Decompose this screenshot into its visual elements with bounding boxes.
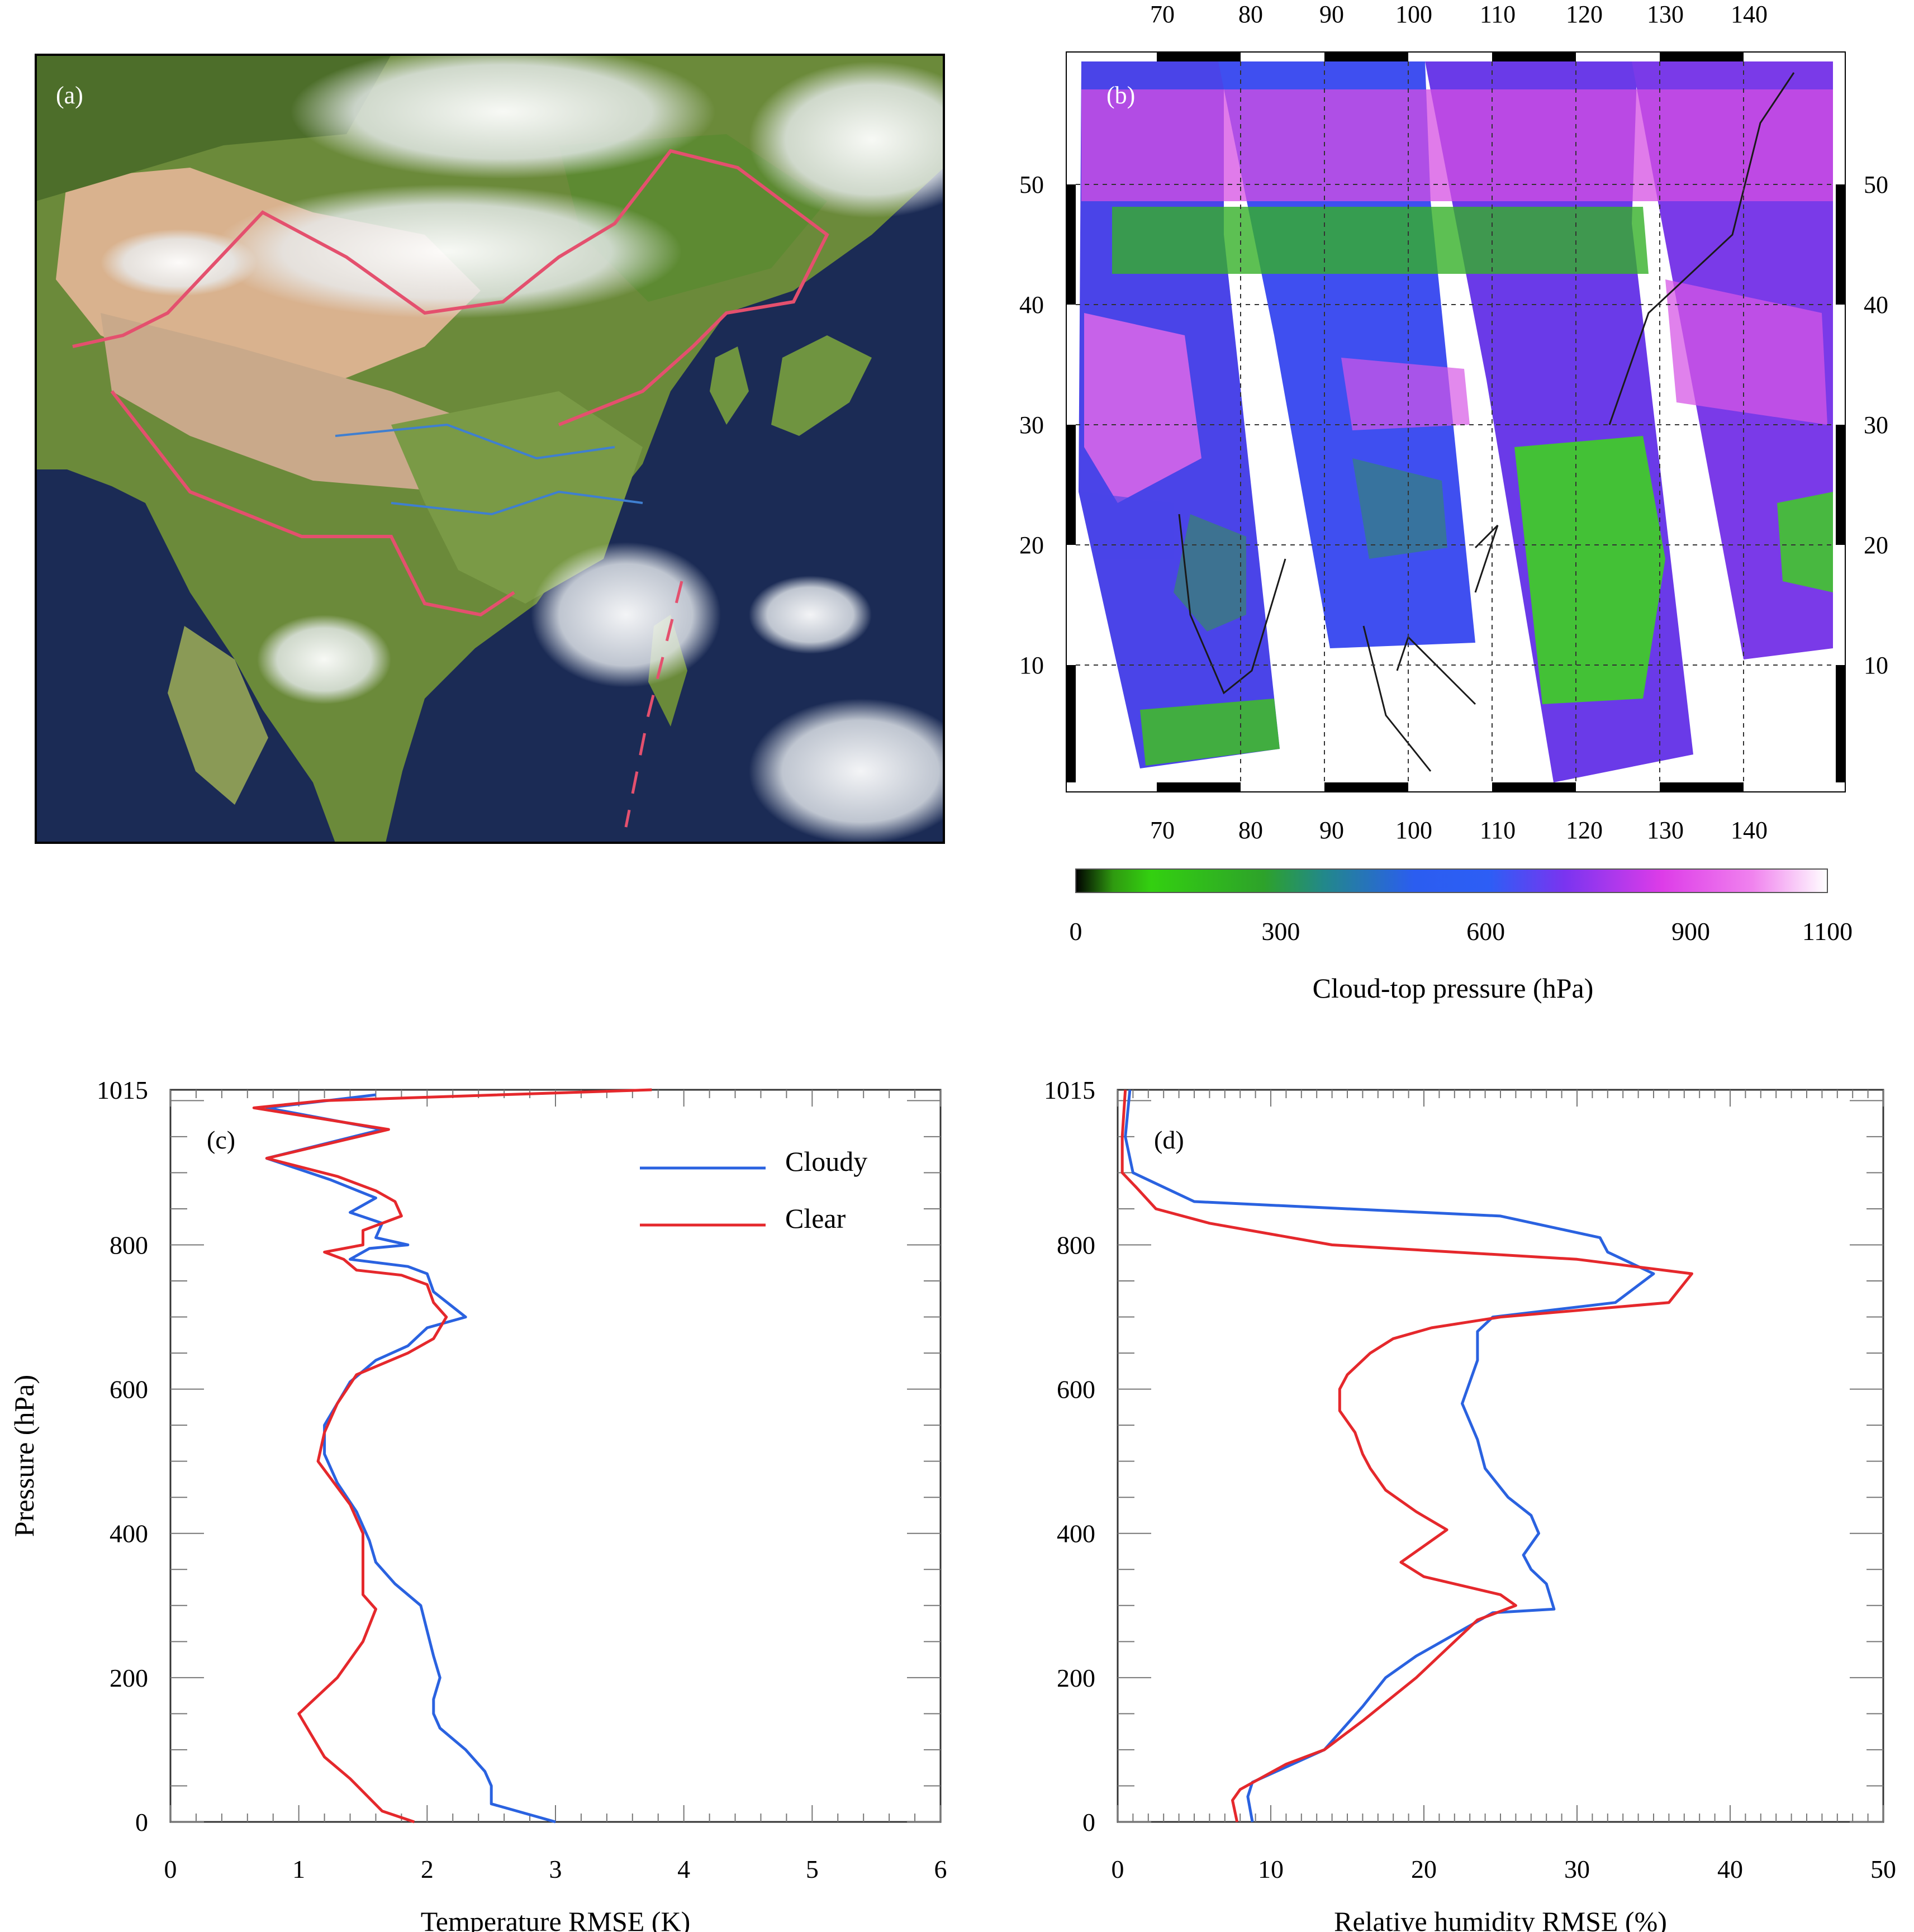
- colorbar-tick-label: 0: [1070, 917, 1082, 946]
- y-tick-label: 0: [1082, 1808, 1095, 1836]
- lon-tick-top: 110: [1480, 1, 1516, 28]
- x-axis-label: Relative humidity RMSE (%): [1334, 1906, 1667, 1932]
- y-tick-label: 0: [135, 1808, 148, 1836]
- panel-label: (d): [1154, 1126, 1184, 1154]
- lon-tick-top: 140: [1731, 1, 1768, 28]
- x-tick-label: 30: [1564, 1855, 1590, 1883]
- colorbar-ticks: 0 300 600 900 1100: [1070, 917, 1853, 946]
- y-tick-label: 800: [110, 1231, 148, 1259]
- x-tick-label: 1: [292, 1855, 305, 1883]
- legend-label: Cloudy: [785, 1146, 867, 1177]
- lon-tick-bottom: 70: [1150, 817, 1175, 844]
- lon-tick-top: 80: [1238, 1, 1263, 28]
- lon-tick-top: 100: [1395, 1, 1432, 28]
- lat-tick-left: 10: [1019, 652, 1044, 679]
- lat-tick-left: 20: [1019, 531, 1044, 559]
- panel-b-frame-bars: [1066, 52, 1845, 792]
- lon-tick-top: 130: [1647, 1, 1684, 28]
- lat-tick-right: 40: [1864, 291, 1888, 319]
- lon-ticks-bottom: 70 80 90 100 110 120 130 140: [1150, 817, 1768, 844]
- x-tick-label: 40: [1717, 1855, 1743, 1883]
- lon-tick-bottom: 90: [1319, 817, 1344, 844]
- lat-tick-left: 30: [1019, 411, 1044, 439]
- panel-label: (c): [207, 1126, 235, 1154]
- lon-tick-bottom: 110: [1480, 817, 1516, 844]
- y-tick-label: 800: [1057, 1231, 1095, 1259]
- x-tick-label: 2: [421, 1855, 434, 1883]
- x-tick-label: 0: [1112, 1855, 1124, 1883]
- y-tick-label: 200: [1057, 1664, 1095, 1692]
- y-tick-label: 400: [1057, 1520, 1095, 1548]
- lon-tick-top: 120: [1566, 1, 1603, 28]
- legend-label: Clear: [785, 1203, 846, 1234]
- x-tick-label: 20: [1411, 1855, 1437, 1883]
- panel-a-frame: [35, 54, 945, 844]
- x-tick-label: 3: [549, 1855, 562, 1883]
- colorbar-title: Cloud-top pressure (hPa): [1313, 972, 1594, 1004]
- y-tick-label: 600: [1057, 1375, 1095, 1404]
- lat-tick-right: 20: [1864, 531, 1888, 559]
- colorbar-gradient: [1075, 868, 1828, 893]
- series-line-clear: [1120, 1089, 1693, 1822]
- y-axis-label: Pressure (hPa): [8, 1375, 40, 1537]
- lat-tick-right: 50: [1864, 171, 1888, 198]
- panel-d-chart: 0 10 20 30 40 50 0 200 400 600 800 1015 Relative hum…: [1044, 1076, 1896, 1932]
- x-tick-label: 50: [1870, 1855, 1896, 1883]
- x-axis-label: Temperature RMSE (K): [421, 1906, 690, 1932]
- panel-a: (a): [35, 54, 945, 844]
- series-line-clear: [252, 1088, 652, 1824]
- lon-ticks-top: 70 80 90 100 110 120 130 140: [1150, 1, 1768, 28]
- lat-ticks-right: 50 40 30 20 10: [1864, 171, 1888, 679]
- lat-tick-left: 40: [1019, 291, 1044, 319]
- lat-tick-right: 10: [1864, 652, 1888, 679]
- lon-tick-top: 90: [1319, 1, 1344, 28]
- panel-b: (b) 70 80 90 100 110 120 130 140 70 80 90 100 110 12…: [1019, 1, 1888, 1004]
- panel-c-chart: 0 1 2 3 4 5 6 0 200 400 600 800 1015 Temperature RMSE…: [8, 1076, 947, 1932]
- lon-tick-bottom: 100: [1395, 817, 1432, 844]
- lat-tick-right: 30: [1864, 411, 1888, 439]
- x-tick-label: 0: [164, 1855, 177, 1883]
- series-line-cloudy: [265, 1093, 556, 1824]
- colorbar-tick-label: 1100: [1802, 917, 1853, 946]
- x-tick-label: 10: [1258, 1855, 1284, 1883]
- lat-tick-left: 50: [1019, 171, 1044, 198]
- lon-tick-bottom: 120: [1566, 817, 1603, 844]
- lon-tick-bottom: 130: [1647, 817, 1684, 844]
- panel-b-gridlines: [1076, 61, 1836, 782]
- series-line-cloudy: [1124, 1089, 1655, 1822]
- ctp-swaths: [1079, 61, 1833, 782]
- x-tick-label: 4: [677, 1855, 690, 1883]
- panel-a-label: (a): [56, 82, 83, 109]
- y-tick-label: 600: [110, 1375, 148, 1404]
- lon-tick-bottom: 140: [1731, 817, 1768, 844]
- colorbar-tick-label: 900: [1671, 917, 1710, 946]
- colorbar: 0 300 600 900 1100 Cloud-top pressure (hPa): [1070, 868, 1853, 1004]
- panel-b-frame: [1066, 51, 1846, 792]
- y-tick-label: 400: [110, 1520, 148, 1548]
- lat-ticks-left: 50 40 30 20 10: [1019, 171, 1044, 679]
- plot-frame: [1117, 1089, 1884, 1823]
- lon-tick-bottom: 80: [1238, 817, 1263, 844]
- x-tick-label: 5: [806, 1855, 819, 1883]
- y-tick-label: 200: [110, 1664, 148, 1692]
- plot-frame: [169, 1089, 942, 1823]
- colorbar-tick-label: 600: [1466, 917, 1505, 946]
- y-tick-label: 1015: [97, 1076, 148, 1104]
- x-tick-label: 6: [934, 1855, 947, 1883]
- lon-tick-top: 70: [1150, 1, 1175, 28]
- panel-b-label: (b): [1106, 82, 1135, 109]
- y-tick-label: 1015: [1044, 1076, 1095, 1104]
- colorbar-tick-label: 300: [1261, 917, 1300, 946]
- satellite-image: [36, 55, 944, 843]
